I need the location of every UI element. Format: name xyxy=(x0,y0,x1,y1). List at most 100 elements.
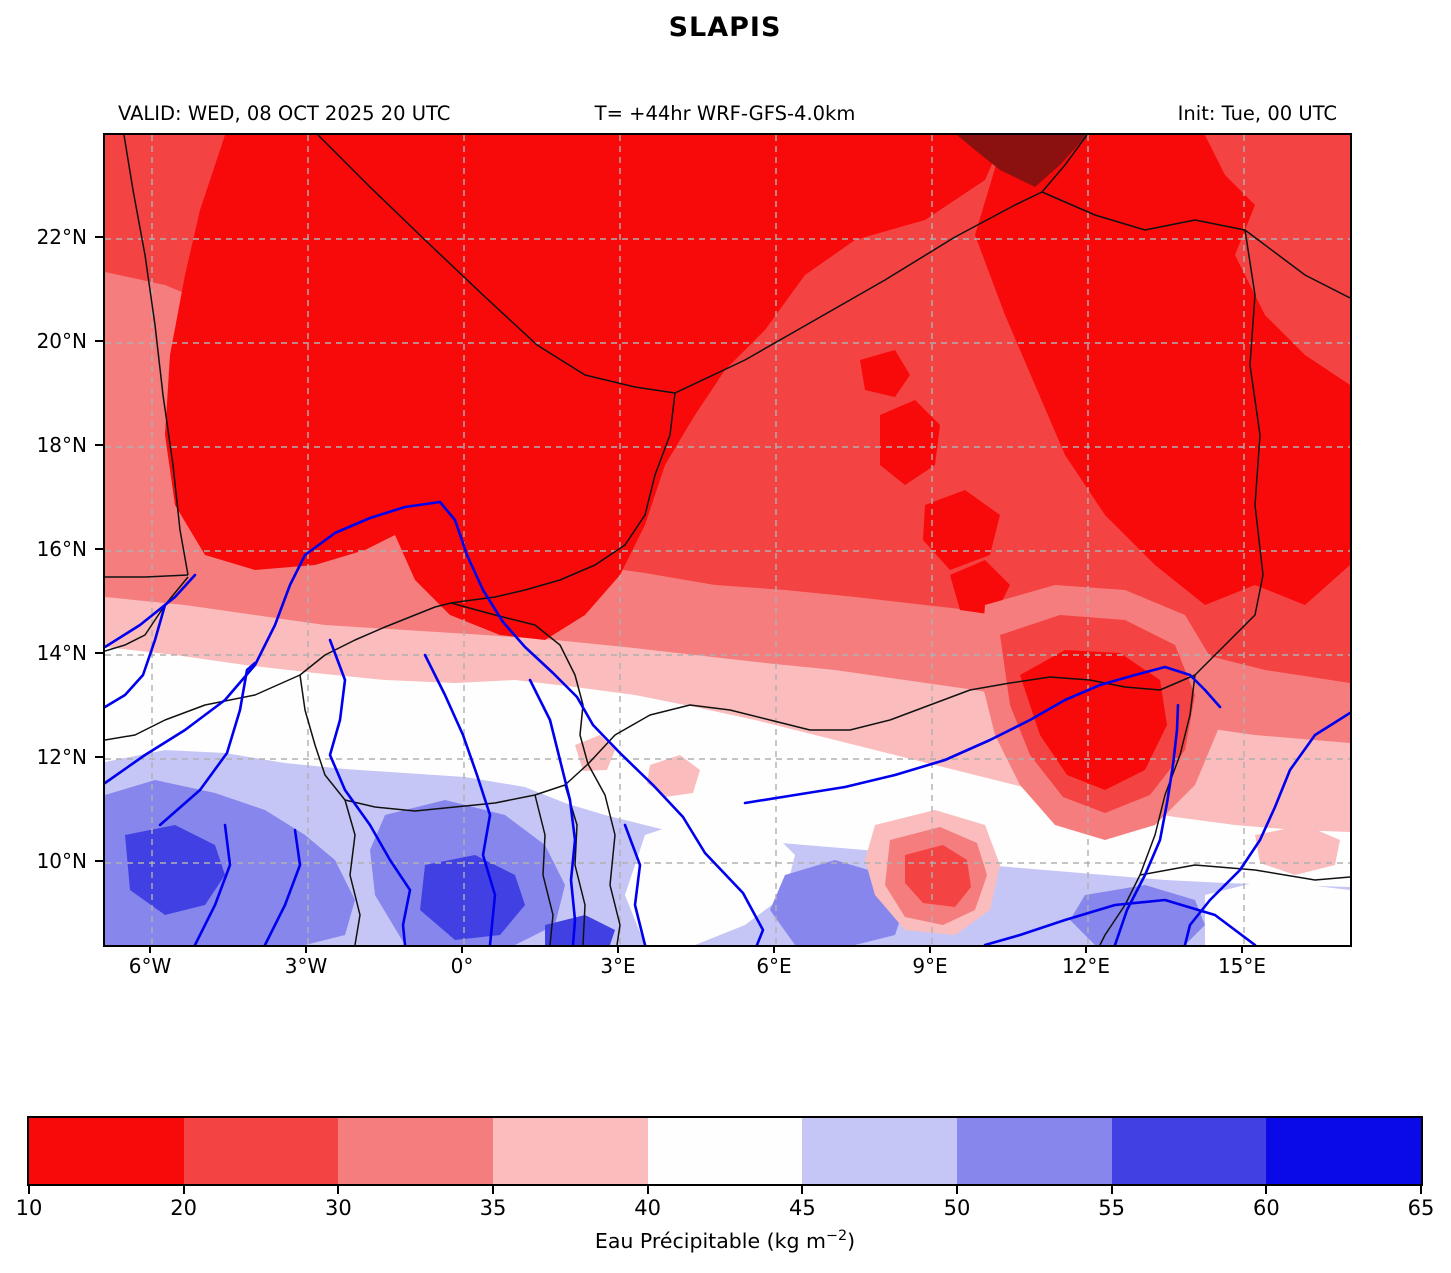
colorbar-tick-mark xyxy=(337,1186,340,1194)
border-line xyxy=(1139,864,1350,881)
lat-tick-label: 12°N xyxy=(36,745,87,769)
longitude-axis: 6°W 3°W 0° 3°E 6°E 9°E 12°E 15°E xyxy=(103,945,1352,985)
colorbar-segment xyxy=(957,1118,1112,1184)
pink-patch-a xyxy=(647,755,700,797)
lon-tick-label: 15°E xyxy=(1217,954,1267,978)
colorbar-segment xyxy=(338,1118,494,1184)
colorbar-label-text: Eau Précipitable (kg m xyxy=(594,1228,826,1253)
colorbar-tick-label: 40 xyxy=(634,1196,662,1220)
lat-tick-label: 10°N xyxy=(36,849,87,873)
rivers-layer xyxy=(105,500,1350,945)
river-oti xyxy=(528,678,577,945)
lat-tick-label: 18°N xyxy=(36,433,87,457)
colorbar-label: Eau Précipitable (kg m−2) xyxy=(595,1228,855,1253)
river-benue xyxy=(983,898,1257,945)
river-east-edge xyxy=(1183,711,1350,945)
border-line xyxy=(1099,874,1141,945)
init-time-label: Init: Tue, 00 UTC xyxy=(1177,102,1337,125)
figure-title: SLAPIS xyxy=(668,12,782,43)
river-komadugu xyxy=(743,665,1222,805)
gridlines-layer xyxy=(105,135,1350,945)
lat-tick-mark xyxy=(95,548,103,550)
river-lower-volta xyxy=(623,823,647,945)
colorbar-axis: 10 20 30 35 40 45 50 55 60 65 xyxy=(16,1186,1434,1231)
country-borders-layer xyxy=(105,135,1350,945)
lat-tick-mark xyxy=(95,340,103,342)
colorbar-label-exponent: −2 xyxy=(825,1228,848,1244)
lat-tick-label: 16°N xyxy=(36,537,87,561)
colorbar-tick-mark xyxy=(1110,1186,1113,1194)
river-niger xyxy=(105,500,765,945)
river-sw-small xyxy=(263,828,302,945)
colorbar-tick-label: 20 xyxy=(170,1196,198,1220)
lon-tick-mark xyxy=(305,945,307,953)
river-bani xyxy=(158,661,257,827)
lon-tick-label: 3°W xyxy=(284,954,328,978)
lon-tick-mark xyxy=(773,945,775,953)
lon-tick-label: 6°E xyxy=(756,954,792,978)
colorbar-tick-mark xyxy=(182,1186,185,1194)
lon-tick-label: 0° xyxy=(450,954,474,978)
border-line xyxy=(1194,229,1264,676)
contour-blob-55-60-b xyxy=(420,855,525,940)
lon-tick-mark xyxy=(1085,945,1087,953)
contour-under-10-patch xyxy=(957,135,1087,187)
colorbar-tick-mark xyxy=(1420,1186,1422,1194)
border-line xyxy=(534,794,554,945)
border-line xyxy=(587,763,621,945)
pink-patch-b xyxy=(575,735,615,771)
border-line xyxy=(674,191,1043,394)
border-line xyxy=(344,763,589,812)
contour-fill-layer xyxy=(105,135,1350,945)
lon-tick-mark xyxy=(149,945,151,953)
colorbar-segment xyxy=(183,1118,339,1184)
colorbar-tick-mark xyxy=(801,1186,804,1194)
lat-tick-label: 14°N xyxy=(36,641,87,665)
colorbar-tick-label: 35 xyxy=(479,1196,507,1220)
border-line xyxy=(317,135,676,394)
colorbar-tick-mark xyxy=(492,1186,494,1194)
contour-blob-10-20-air1 xyxy=(880,400,940,485)
border-line xyxy=(123,135,189,576)
border-line xyxy=(105,574,189,578)
river-volta-noire xyxy=(328,638,412,945)
lake-chad-dry-core xyxy=(1020,650,1167,790)
lon-tick-mark xyxy=(1241,945,1243,953)
river-volta-blanche xyxy=(423,653,497,945)
lon-tick-mark xyxy=(461,945,463,953)
colorbar-tick-label: 60 xyxy=(1252,1196,1280,1220)
lon-tick-label: 12°E xyxy=(1061,954,1111,978)
border-line xyxy=(450,602,589,765)
latitude-axis: 22°N 20°N 18°N 16°N 14°N 12°N 10°N xyxy=(0,133,103,947)
river-senegal-branch xyxy=(105,603,167,709)
colorbar-segment xyxy=(1111,1118,1267,1184)
border-line xyxy=(344,799,361,945)
colorbar-segment xyxy=(29,1118,184,1184)
colorbar xyxy=(27,1116,1423,1186)
lon-tick-mark xyxy=(929,945,931,953)
contour-blob-55-60-c xyxy=(545,915,615,945)
lat-tick-label: 20°N xyxy=(36,329,87,353)
border-line xyxy=(1041,191,1350,299)
white-gap-bottom-right xyxy=(1205,880,1350,945)
lon-tick-label: 9°E xyxy=(912,954,948,978)
lat-tick-mark xyxy=(95,756,103,758)
forecast-hour-model-label: T= +44hr WRF-GFS-4.0km xyxy=(594,102,856,125)
colorbar-tick-label: 30 xyxy=(324,1196,352,1220)
lon-tick-label: 6°W xyxy=(128,954,172,978)
colorbar-tick-label: 10 xyxy=(15,1196,43,1220)
colorbar-tick-mark xyxy=(646,1186,649,1194)
lat-tick-mark xyxy=(95,860,103,862)
colorbar-segment xyxy=(802,1118,958,1184)
contour-blob-10-20-air4 xyxy=(950,560,1010,615)
river-senegal xyxy=(105,573,197,649)
contour-blob-10-20-air2 xyxy=(923,490,1000,570)
colorbar-label-close: ) xyxy=(847,1228,856,1253)
valid-time-label: VALID: WED, 08 OCT 2025 20 UTC xyxy=(118,102,451,125)
lat-tick-mark xyxy=(95,652,103,654)
colorbar-segment xyxy=(493,1118,648,1184)
map-plot-area xyxy=(103,133,1352,947)
colorbar-tick-label: 50 xyxy=(943,1196,971,1220)
colorbar-tick-mark xyxy=(1265,1186,1268,1194)
